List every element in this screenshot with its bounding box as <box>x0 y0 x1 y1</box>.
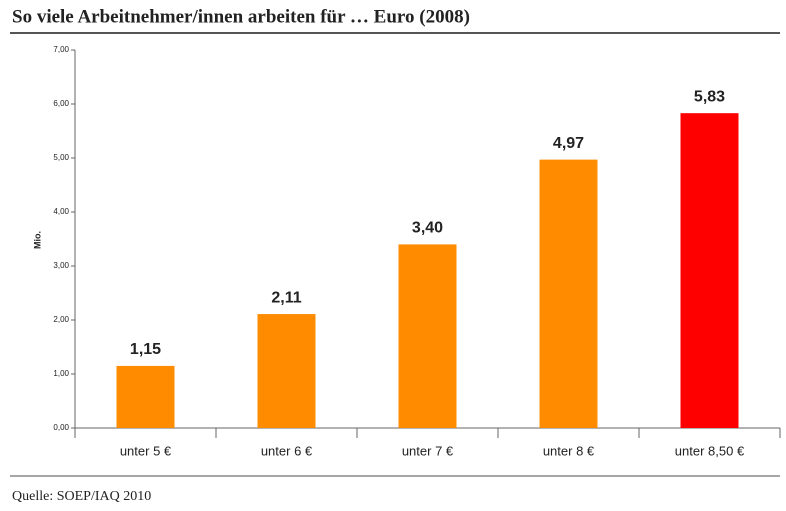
x-tick-label: unter 8 € <box>543 443 595 458</box>
bar <box>539 159 598 428</box>
x-tick-label: unter 8,50 € <box>675 443 745 458</box>
y-tick-label: 1,00 <box>53 369 69 378</box>
value-label: 3,40 <box>412 220 443 237</box>
value-label: 2,11 <box>271 289 301 306</box>
chart-title: So viele Arbeitnehmer/innen arbeiten für… <box>12 6 470 27</box>
value-label: 1,15 <box>130 341 161 358</box>
y-axis-label: Mio. <box>32 231 42 249</box>
y-tick-label: 3,00 <box>53 261 69 270</box>
x-tick-label: unter 7 € <box>402 443 454 458</box>
y-tick-label: 5,00 <box>53 153 69 162</box>
bar <box>116 365 175 428</box>
bar <box>680 113 739 429</box>
value-label: 5,83 <box>694 88 725 105</box>
y-tick-label: 7,00 <box>53 45 69 54</box>
x-tick-label: unter 5 € <box>120 443 172 458</box>
bar <box>398 244 457 428</box>
bar <box>257 314 316 428</box>
y-tick-label: 4,00 <box>53 207 69 216</box>
y-tick-label: 0,00 <box>53 423 69 432</box>
y-tick-label: 6,00 <box>53 99 69 108</box>
x-tick-label: unter 6 € <box>261 443 313 458</box>
y-tick-label: 2,00 <box>53 315 69 324</box>
value-label: 4,97 <box>553 135 584 152</box>
source: Quelle: SOEP/IAQ 2010 <box>12 489 151 504</box>
